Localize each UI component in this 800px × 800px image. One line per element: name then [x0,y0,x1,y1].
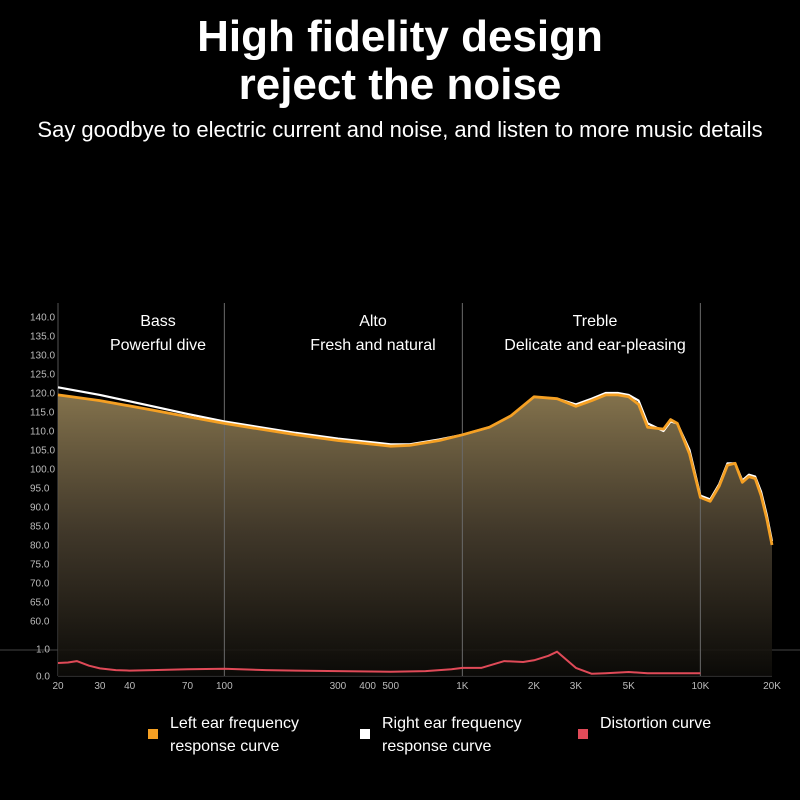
y-tick-label: 60.0 [30,617,50,628]
x-tick-label: 2K [528,681,541,692]
y-tick-label: 135.0 [30,332,55,343]
legend-swatch-distortion [578,729,588,739]
x-tick-label: 30 [94,681,106,692]
x-tick-label: 500 [382,681,399,692]
region-label-alto: Alto [359,313,387,330]
legend-swatch-left-ear [148,729,158,739]
y-tick-label: 130.0 [30,351,55,362]
x-tick-label: 20 [52,681,64,692]
x-tick-label: 3K [570,681,583,692]
x-tick-label: 20K [763,681,781,692]
y-tick-label: 85.0 [30,522,50,533]
region-label-treble: Treble [573,313,618,330]
x-tick-label: 70 [182,681,194,692]
y-tick-label: 110.0 [30,427,55,438]
y-tick-label: 80.0 [30,541,50,552]
x-tick-label: 300 [330,681,347,692]
x-tick-label: 100 [216,681,233,692]
y-tick-label: 120.0 [30,389,55,400]
y-tick-label: 70.0 [30,579,50,590]
headline-line-1: High fidelity design [197,12,603,61]
y-tick-label: 105.0 [30,446,55,457]
legend-label-distortion: Distortion curve [600,715,712,732]
y-tick-label-lower: 0.0 [36,672,50,683]
y-tick-label: 100.0 [30,465,55,476]
x-tick-label: 5K [623,681,636,692]
y-tick-label: 75.0 [30,560,50,571]
x-tick-label: 1K [456,681,469,692]
y-tick-label: 140.0 [30,313,55,324]
headline-line-2: reject the noise [238,60,562,109]
legend-label-right-ear: Right ear frequency response curve [382,715,522,755]
subtitle: Say goodbye to electric current and nois… [37,117,763,142]
region-desc-treble: Delicate and ear-pleasing [504,337,685,354]
x-tick-label: 400 [359,681,376,692]
region-desc-bass: Powerful dive [110,337,206,354]
legend-right-ear: Right ear frequency response curve [360,712,542,758]
series-line-left-ear [57,393,774,546]
legend-left-ear: Left ear frequency response curve [148,712,320,758]
y-tick-label: 65.0 [30,598,50,609]
region-label-bass: Bass [140,313,176,330]
legend-distortion: Distortion curve [578,712,711,739]
y-tick-label: 90.0 [30,503,50,514]
x-tick-label: 10K [691,681,709,692]
region-desc-alto: Fresh and natural [310,337,435,354]
y-tick-label-lower: 1.0 [36,645,50,656]
legend-swatch-right-ear [360,729,370,739]
legend-label-left-ear: Left ear frequency response curve [170,715,299,755]
y-tick-label: 95.0 [30,484,50,495]
y-tick-label: 115.0 [30,408,55,419]
series-line-distortion [57,650,701,675]
y-tick-label: 125.0 [30,370,55,381]
response-area-fill [58,394,772,676]
x-tick-label: 40 [124,681,136,692]
